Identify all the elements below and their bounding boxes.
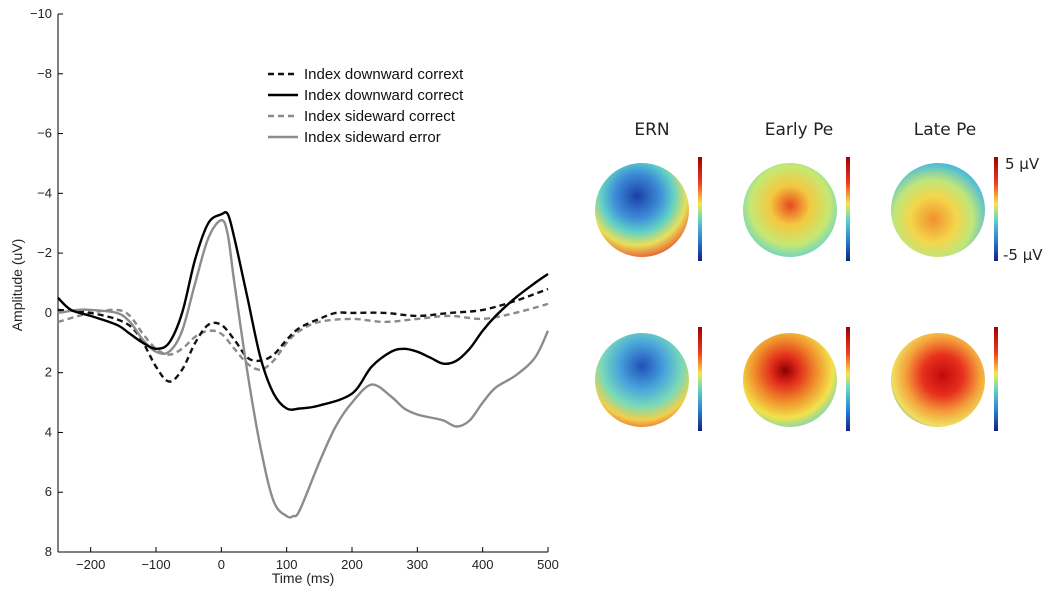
y-tick-label: 4 — [45, 424, 52, 439]
legend-label-2: Index sideward correct — [304, 108, 456, 125]
y-tick-label: 8 — [45, 544, 52, 559]
y-tick-label: −8 — [37, 66, 52, 81]
topomap-late-pe-bottom — [891, 327, 998, 431]
topo-title-ern: ERN — [634, 120, 670, 140]
x-tick-label: −100 — [141, 557, 170, 572]
chart-axes — [57, 14, 548, 553]
chart-legend: Index downward corrext Index downward cor… — [268, 66, 464, 146]
chart-ticks: −10 −8 −6 −4 −2 0 2 4 6 8 −200 −100 0 100 200 300 400 500 — [30, 6, 559, 572]
y-tick-label: −4 — [37, 185, 52, 200]
topo-title-late-pe: Late Pe — [913, 120, 977, 140]
legend-label-3: Index sideward error — [304, 129, 441, 146]
y-tick-label: 6 — [45, 484, 52, 499]
y-tick-label: 0 — [45, 305, 52, 320]
topomap-early-pe-top — [743, 157, 850, 261]
x-tick-label: 400 — [472, 557, 494, 572]
legend-label-0: Index downward corrext — [304, 66, 464, 83]
topo-title-early-pe: Early Pe — [764, 120, 834, 140]
y-axis-title: Amplitude (uV) — [9, 239, 25, 332]
topomap-early-pe-bottom — [743, 327, 850, 431]
colorbar-min-label: -5 µV — [1003, 246, 1043, 264]
x-tick-label: 100 — [276, 557, 298, 572]
topomap-late-pe-top — [891, 157, 998, 261]
chart-series-lines — [57, 210, 550, 519]
series-line-1 — [57, 210, 549, 411]
colorbar-max-label: 5 µV — [1005, 155, 1040, 173]
topomap-ern-bottom — [595, 327, 702, 431]
erp-line-chart: −10 −8 −6 −4 −2 0 2 4 6 8 −200 −100 0 100 200 300 400 500… — [9, 6, 559, 586]
x-tick-label: 500 — [537, 557, 559, 572]
x-tick-label: −200 — [76, 557, 105, 572]
series-line-2 — [57, 302, 549, 371]
x-tick-label: 0 — [218, 557, 225, 572]
topomap-ern-top — [595, 157, 702, 261]
series-line-3 — [57, 219, 550, 519]
y-tick-label: 2 — [45, 365, 52, 380]
legend-label-1: Index downward correct — [304, 87, 464, 104]
y-tick-label: −10 — [30, 6, 52, 21]
x-tick-label: 200 — [341, 557, 363, 572]
y-tick-label: −6 — [37, 126, 52, 141]
y-tick-label: −2 — [37, 245, 52, 260]
x-axis-title: Time (ms) — [272, 570, 334, 586]
x-tick-label: 300 — [406, 557, 428, 572]
